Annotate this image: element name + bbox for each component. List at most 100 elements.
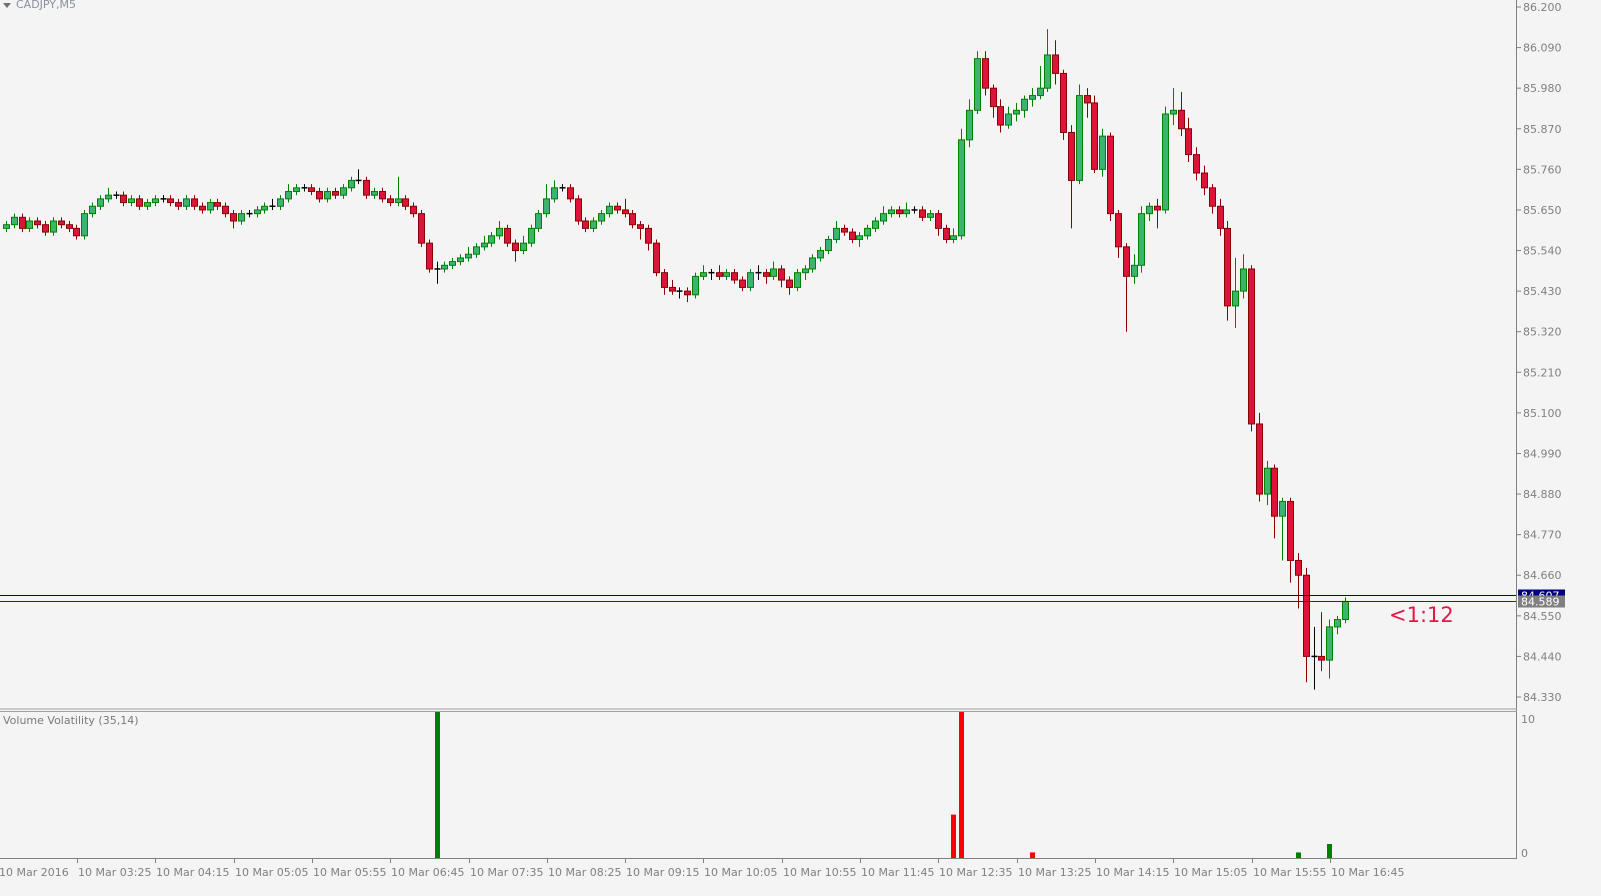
candle-body	[575, 198, 582, 222]
candle-body	[512, 242, 519, 252]
candle-body	[144, 202, 151, 207]
candle-body	[11, 216, 18, 226]
time-tick-label: 10 Mar 05:05	[235, 866, 308, 879]
bid-price-label: 84.589	[1521, 596, 1560, 609]
candle	[614, 202, 621, 214]
indicator-title: Volume Volatility (35,14)	[3, 714, 139, 727]
candle-body	[152, 198, 159, 204]
candle-body	[950, 235, 957, 240]
time-tick-label: 10 Mar 07:35	[470, 866, 543, 879]
candle	[285, 184, 292, 203]
triangle-down-icon[interactable]	[3, 2, 11, 8]
bid-price-label-bg	[1518, 595, 1565, 608]
candle-body	[136, 198, 143, 207]
candle	[770, 261, 777, 281]
candle-body	[167, 198, 174, 204]
chart-title[interactable]: CADJPY,M5	[3, 0, 76, 11]
candle-body	[763, 272, 770, 277]
candle	[128, 195, 135, 207]
candle	[144, 198, 151, 210]
candle-body	[1334, 619, 1341, 628]
candle	[1005, 106, 1012, 129]
price-tick-label: 85.430	[1523, 285, 1562, 298]
candle-body	[81, 213, 88, 237]
candle	[238, 209, 245, 225]
candle-body	[214, 202, 221, 207]
candle	[700, 265, 707, 281]
candle-body	[778, 268, 785, 281]
candle-body	[26, 220, 33, 229]
candle	[1060, 69, 1067, 140]
candle	[1107, 132, 1114, 222]
candle-body	[872, 220, 879, 229]
candle	[935, 209, 942, 236]
candle-body	[637, 224, 644, 229]
candle	[230, 209, 237, 229]
volume-bar	[1327, 844, 1332, 858]
time-tick-label: 10 Mar 12:35	[939, 866, 1012, 879]
volume-bar	[435, 712, 440, 858]
candle	[1264, 460, 1271, 506]
candle-body	[1287, 500, 1294, 561]
candle	[1131, 254, 1138, 284]
candle-body	[402, 198, 409, 207]
candle-body	[97, 198, 104, 207]
candle-body	[34, 220, 41, 226]
candle	[1154, 198, 1161, 229]
candle	[1318, 612, 1325, 672]
candle-body	[50, 220, 57, 233]
candle-body	[1044, 54, 1051, 89]
candle-body	[1131, 264, 1138, 277]
candle-body	[1099, 135, 1106, 170]
candle-body	[293, 187, 300, 192]
candle	[982, 51, 989, 96]
candle	[676, 287, 683, 299]
candle	[723, 268, 730, 281]
candle	[817, 246, 824, 262]
candle	[637, 221, 644, 240]
price-tick-label: 85.540	[1523, 245, 1562, 258]
candle	[465, 246, 472, 262]
candle-body	[191, 198, 198, 207]
candle	[246, 209, 253, 218]
candle	[849, 228, 856, 244]
candle	[66, 221, 73, 233]
candle	[1170, 88, 1177, 126]
time-tick-label: 10 Mar 05:55	[313, 866, 386, 879]
candle	[496, 221, 503, 240]
candle	[395, 176, 402, 207]
candle	[418, 209, 425, 247]
candle-body	[888, 209, 895, 215]
volume-bar	[959, 712, 964, 858]
candle	[943, 224, 950, 244]
candle	[802, 265, 809, 281]
candle-body	[645, 227, 652, 244]
candle	[1217, 198, 1224, 236]
candle	[684, 287, 691, 303]
price-tick-label: 84.550	[1523, 610, 1562, 623]
candle	[488, 232, 495, 247]
time-tick-label: 10 Mar 10:05	[704, 866, 777, 879]
time-tick-label: 10 Mar 08:25	[548, 866, 621, 879]
candle-body	[42, 224, 49, 233]
candle-body	[1037, 87, 1044, 97]
volume-bar	[1296, 852, 1301, 858]
bar-timer-label: <1:12	[1389, 603, 1454, 627]
candle-body	[997, 106, 1004, 126]
candle	[42, 221, 49, 236]
candle	[990, 84, 997, 118]
candle	[1224, 221, 1231, 321]
candle-body	[410, 205, 417, 215]
candle	[308, 184, 315, 196]
candle-body	[1209, 187, 1216, 207]
price-axis: 86.200 86.090 85.980 85.870 85.760 85.650 85.5…	[1517, 1, 1562, 704]
candle	[11, 213, 18, 229]
candle-body	[73, 227, 80, 237]
candle-body	[990, 87, 997, 108]
candle-body	[58, 220, 65, 226]
candle-body	[1279, 500, 1286, 517]
candle-body	[426, 242, 433, 270]
candle	[590, 217, 597, 233]
candle	[50, 217, 57, 236]
